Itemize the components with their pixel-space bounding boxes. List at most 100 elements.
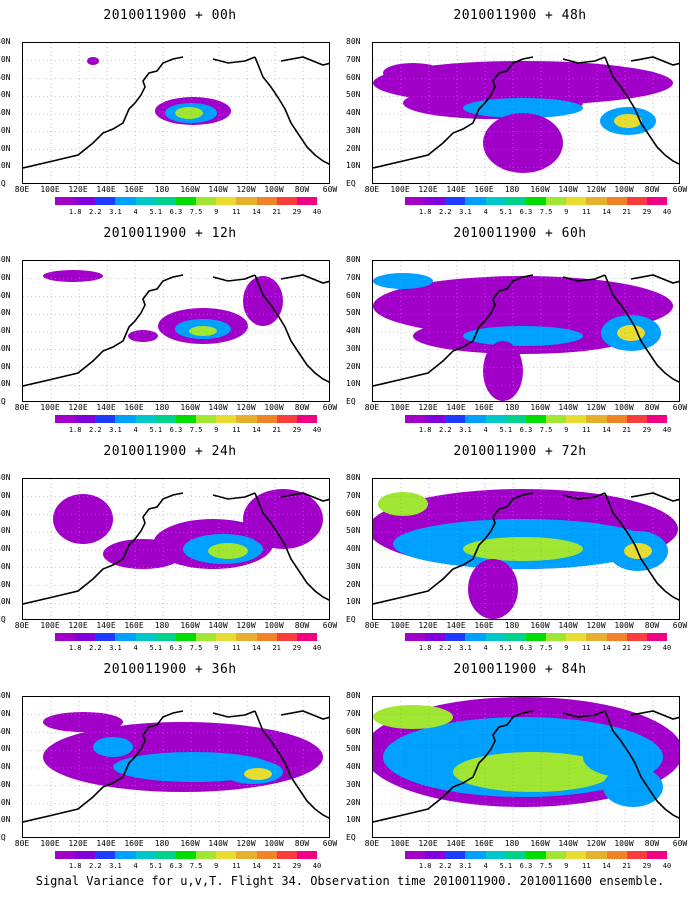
colorbar-swatch [566, 633, 587, 641]
colorbar-label: 3.1 [109, 862, 122, 870]
lat-label: 10N [346, 161, 361, 171]
colorbar-label: 1.8 [68, 208, 82, 216]
colorbar-swatch [505, 633, 526, 641]
colorbar-label: 9 [564, 208, 569, 216]
colorbar-swatch [485, 415, 506, 423]
colorbar-label: 29 [642, 208, 652, 216]
colorbar-swatch [135, 851, 156, 859]
lat-label: 10N [0, 161, 11, 171]
lon-label: 160E [474, 403, 494, 412]
colorbar-label: 5.1 [149, 426, 163, 434]
variance-contour [103, 539, 183, 569]
colorbar-label: 11 [232, 208, 241, 216]
colorbar-swatch [525, 197, 547, 205]
lon-label: 120E [418, 621, 438, 630]
variance-map [372, 478, 680, 620]
colorbar-label: 4 [483, 862, 488, 870]
lon-label: 120W [586, 621, 606, 630]
lon-label: 100E [390, 621, 410, 630]
coastline [373, 56, 679, 169]
variance-contour [453, 752, 613, 792]
colorbar-swatch [586, 633, 607, 641]
colorbar-swatch [566, 197, 587, 205]
colorbar-swatch [465, 197, 486, 205]
lon-label: 60W [322, 403, 338, 412]
variance-map [372, 696, 680, 838]
lon-label: 160W [530, 839, 550, 848]
lat-label: 10N [346, 815, 361, 825]
colorbar-swatch [236, 633, 257, 641]
colorbar-label: 9 [214, 644, 219, 652]
coastline [23, 56, 329, 169]
colorbar-label: 6.3 [519, 644, 533, 652]
lon-label: 100W [264, 839, 284, 848]
lat-label: 50N [346, 744, 361, 754]
colorbar-label: 9 [214, 426, 219, 434]
lon-label: 120W [586, 403, 606, 412]
colorbar-swatch [566, 851, 587, 859]
lat-label: 50N [0, 90, 11, 100]
colorbar-swatch [626, 851, 647, 859]
variance-contour [128, 330, 158, 342]
colorbar-swatch [405, 415, 426, 423]
colorbar-label: 5.1 [499, 862, 513, 870]
lon-label: 120E [418, 839, 438, 848]
coastline [23, 710, 329, 823]
lat-label: 60N [346, 726, 361, 736]
colorbar-swatch [296, 633, 318, 641]
colorbar-swatch [626, 415, 647, 423]
colorbar-swatch [216, 197, 237, 205]
colorbar [405, 851, 668, 859]
lon-label: 160E [474, 839, 494, 848]
lon-label: 140W [208, 621, 228, 630]
lon-label: 120W [236, 839, 256, 848]
colorbar-swatch [586, 415, 607, 423]
colorbar-swatch [586, 851, 607, 859]
colorbar-label: 29 [642, 426, 652, 434]
colorbar-label: 40 [662, 644, 672, 652]
lon-label: 100W [614, 839, 634, 848]
lat-label: 20N [0, 797, 11, 807]
colorbar-label: 2.2 [88, 208, 102, 216]
lat-label: 30N [346, 779, 361, 789]
lat-label: 30N [346, 343, 361, 353]
colorbar-label: 29 [642, 644, 652, 652]
lon-label: 140E [446, 621, 466, 630]
colorbar-label: 11 [232, 862, 241, 870]
colorbar-label: 6.3 [169, 644, 183, 652]
lon-label: 180 [504, 839, 520, 848]
colorbar-swatch [135, 633, 156, 641]
lat-label: EQ [346, 833, 356, 842]
lon-label: 160E [124, 839, 144, 848]
colorbar-label: 7.5 [189, 862, 203, 870]
variance-contour [53, 494, 113, 544]
colorbar-label: 21 [272, 208, 281, 216]
lat-label: EQ [0, 615, 6, 624]
colorbar [55, 415, 318, 423]
lon-label: 160W [180, 839, 200, 848]
colorbar-swatch [505, 851, 526, 859]
colorbar-swatch [175, 415, 197, 423]
lat-label: 60N [0, 508, 11, 518]
colorbar-swatch [135, 415, 156, 423]
colorbar-swatch [606, 197, 627, 205]
lon-label: 100W [614, 185, 634, 194]
lat-label: 70N [346, 490, 361, 500]
lon-label: 140E [446, 185, 466, 194]
map-panel: 2010011900 + 84h 80N 70N 60N 50N 40N 30N 20N 10N… [346, 654, 690, 879]
colorbar-swatch [276, 633, 297, 641]
lon-label: 140W [558, 185, 578, 194]
colorbar-swatch [405, 851, 426, 859]
lon-label: 160E [124, 185, 144, 194]
lat-label: 70N [346, 708, 361, 718]
colorbar [405, 633, 668, 641]
colorbar-swatch [175, 633, 197, 641]
lat-label: 20N [0, 143, 11, 153]
colorbar-label: 11 [232, 644, 241, 652]
lon-label: 60W [672, 185, 688, 194]
colorbar-swatch [216, 633, 237, 641]
colorbar-swatch [276, 197, 297, 205]
colorbar-label: 3.1 [109, 426, 122, 434]
colorbar-swatch [425, 633, 446, 641]
colorbar-swatch [115, 851, 136, 859]
